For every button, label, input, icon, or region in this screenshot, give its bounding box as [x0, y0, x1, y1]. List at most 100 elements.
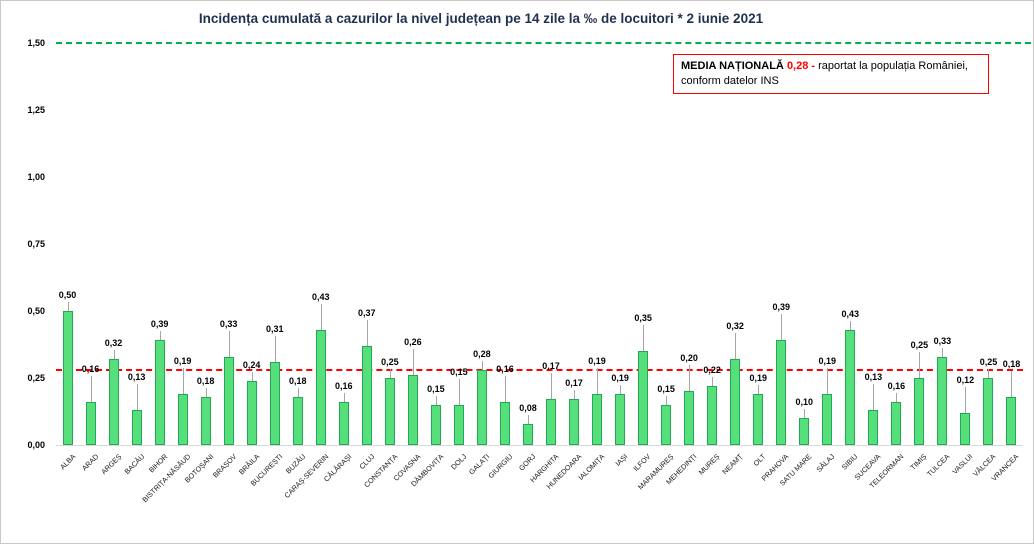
leader-line [458, 378, 460, 405]
y-axis-label: 0,25 [27, 373, 45, 383]
bar-value-label: 0,26 [404, 337, 422, 348]
bar [661, 404, 672, 445]
bar-value-label: 0,18 [1002, 358, 1021, 369]
bar-value-label: 0,16 [887, 381, 906, 392]
leader-line [182, 368, 184, 395]
leader-line [527, 414, 529, 424]
bar [407, 375, 418, 445]
upper-limit-line [56, 42, 1031, 44]
legend-label: MEDIA NAȚIONALĂ [681, 60, 784, 72]
leader-line [297, 387, 299, 397]
leader-line [827, 368, 829, 395]
leader-line [90, 376, 92, 403]
leader-line [1011, 370, 1013, 397]
legend-text-line1: raportat la populația României, [818, 60, 968, 72]
bar [200, 396, 211, 445]
bar-value-label: 0,25 [910, 340, 929, 350]
leader-line [67, 302, 69, 311]
y-axis-label: 0,00 [27, 440, 45, 450]
leader-line [666, 395, 668, 405]
bar [223, 356, 234, 445]
bar-value-label: 0,18 [196, 375, 215, 386]
leader-line [574, 390, 576, 400]
bar-value-label: 0,13 [864, 372, 883, 383]
y-axis-label: 1,00 [27, 172, 45, 182]
bar-value-label: 0,17 [542, 361, 560, 372]
bar [868, 410, 879, 445]
leader-line [919, 352, 921, 378]
bar-value-label: 0,22 [703, 365, 721, 376]
leader-line [389, 369, 391, 378]
bar-value-label: 0,16 [81, 364, 100, 375]
bar [592, 394, 603, 445]
bar-value-label: 0,18 [288, 375, 307, 386]
bar-value-label: 0,25 [979, 357, 998, 367]
bar [269, 361, 280, 445]
leader-line [988, 369, 990, 378]
chart-title: Incidența cumulată a cazurilor la nivel … [198, 11, 764, 26]
leader-line [620, 385, 622, 395]
bar [131, 410, 142, 445]
bar-value-label: 0,16 [496, 364, 514, 375]
bar-value-label: 0,50 [58, 290, 77, 300]
bar-value-label: 0,12 [956, 374, 975, 385]
y-axis-label: 0,75 [27, 239, 45, 249]
bar-value-label: 0,37 [358, 307, 376, 318]
bar-value-label: 0,19 [818, 356, 837, 367]
bar [108, 359, 119, 445]
leader-line [366, 319, 368, 346]
bar-value-label: 0,39 [150, 319, 169, 330]
leader-line [205, 387, 207, 397]
bar-value-label: 0,10 [795, 397, 814, 408]
bar [891, 402, 902, 445]
leader-line [551, 373, 552, 400]
bar-value-label: 0,16 [335, 381, 353, 392]
bar [246, 380, 257, 445]
bar-value-label: 0,32 [104, 338, 123, 349]
bar-value-label: 0,43 [841, 308, 860, 319]
bar [753, 394, 764, 445]
bar [937, 356, 948, 445]
leader-line [781, 314, 783, 341]
leader-line [320, 303, 322, 330]
bar [177, 394, 188, 445]
bar-value-label: 0,24 [242, 359, 261, 370]
bar-value-label: 0,17 [565, 378, 583, 389]
bar [384, 378, 395, 445]
bar [983, 378, 994, 445]
leader-line [597, 368, 599, 395]
bar [522, 423, 533, 445]
bar [615, 394, 626, 445]
bar [845, 329, 856, 445]
bar [315, 329, 326, 445]
bar [960, 412, 971, 445]
bar-value-label: 0,35 [634, 313, 652, 324]
bar-value-label: 0,19 [588, 356, 606, 367]
bar [499, 402, 510, 445]
bar-value-label: 0,20 [680, 353, 698, 364]
leader-line [274, 335, 276, 362]
bar [546, 399, 556, 445]
leader-line [643, 325, 645, 352]
bar [707, 386, 718, 445]
national-average-line [56, 368, 1023, 371]
bar-value-label: 0,19 [611, 373, 629, 384]
bar [361, 345, 372, 445]
bar-value-label: 0,28 [473, 348, 491, 359]
bar-value-label: 0,08 [519, 402, 537, 413]
bar-value-label: 0,15 [657, 383, 675, 394]
bar [822, 394, 833, 445]
bar [799, 418, 810, 445]
leader-line [435, 395, 437, 405]
bar [684, 391, 695, 445]
bar [453, 404, 464, 445]
bar [62, 311, 73, 445]
leader-line [113, 350, 115, 360]
bar [730, 359, 741, 445]
bar [569, 399, 580, 445]
bar [292, 396, 303, 445]
y-axis-label: 1,25 [27, 105, 45, 115]
leader-line [504, 376, 506, 403]
bar [1006, 396, 1017, 445]
